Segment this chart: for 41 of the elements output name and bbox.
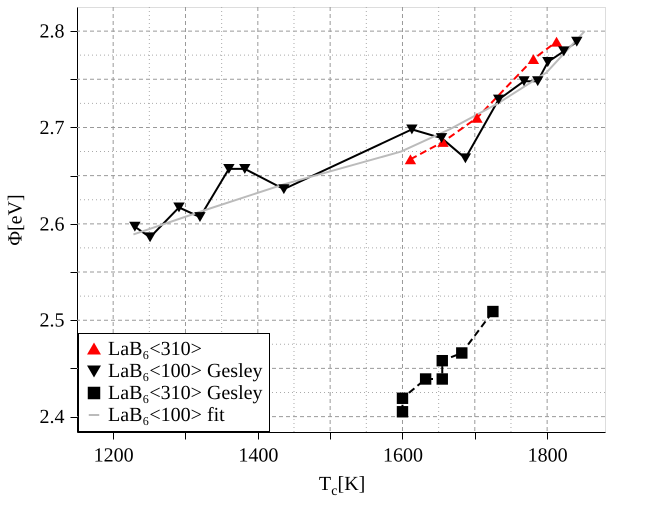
x-tick-label: 1400 bbox=[238, 444, 278, 466]
point bbox=[492, 94, 504, 104]
x-tick-label: 1800 bbox=[528, 444, 568, 466]
point bbox=[532, 76, 544, 86]
point bbox=[420, 373, 432, 385]
y-tick-label: 2.7 bbox=[40, 116, 64, 139]
point bbox=[550, 36, 562, 47]
point bbox=[396, 392, 408, 404]
point bbox=[194, 212, 206, 222]
legend-label: LaB₆<100> fit bbox=[108, 404, 226, 426]
point bbox=[406, 124, 418, 134]
point bbox=[436, 354, 448, 366]
y-tick-label: 2.4 bbox=[40, 406, 64, 428]
point bbox=[404, 154, 416, 164]
legend-label: LaB₆<310> bbox=[108, 338, 202, 360]
point bbox=[223, 164, 235, 174]
point bbox=[558, 46, 570, 56]
point bbox=[460, 153, 472, 164]
point bbox=[173, 202, 185, 212]
point bbox=[518, 76, 530, 86]
point bbox=[571, 36, 582, 47]
point bbox=[436, 373, 448, 385]
x-tick-label: 1600 bbox=[382, 444, 423, 466]
legend-label: LaB₆<310> Gesley bbox=[108, 382, 263, 404]
y-tick-label: 2.6 bbox=[40, 213, 64, 236]
point bbox=[129, 222, 141, 232]
legend-label: LaB₆<100> Gesley bbox=[108, 360, 263, 382]
point bbox=[471, 112, 483, 123]
point bbox=[278, 184, 290, 194]
x-tick-label: 1200 bbox=[94, 444, 134, 466]
point bbox=[396, 406, 408, 418]
y-axis-title: Φ[eV] bbox=[4, 194, 26, 246]
y-tick-label: 2.8 bbox=[40, 20, 64, 43]
point bbox=[528, 54, 540, 64]
point bbox=[239, 164, 251, 174]
y-tick-label: 2.5 bbox=[40, 310, 64, 332]
point bbox=[487, 306, 499, 318]
point bbox=[456, 347, 468, 359]
point bbox=[542, 56, 554, 67]
point bbox=[436, 133, 448, 144]
point bbox=[144, 232, 156, 242]
